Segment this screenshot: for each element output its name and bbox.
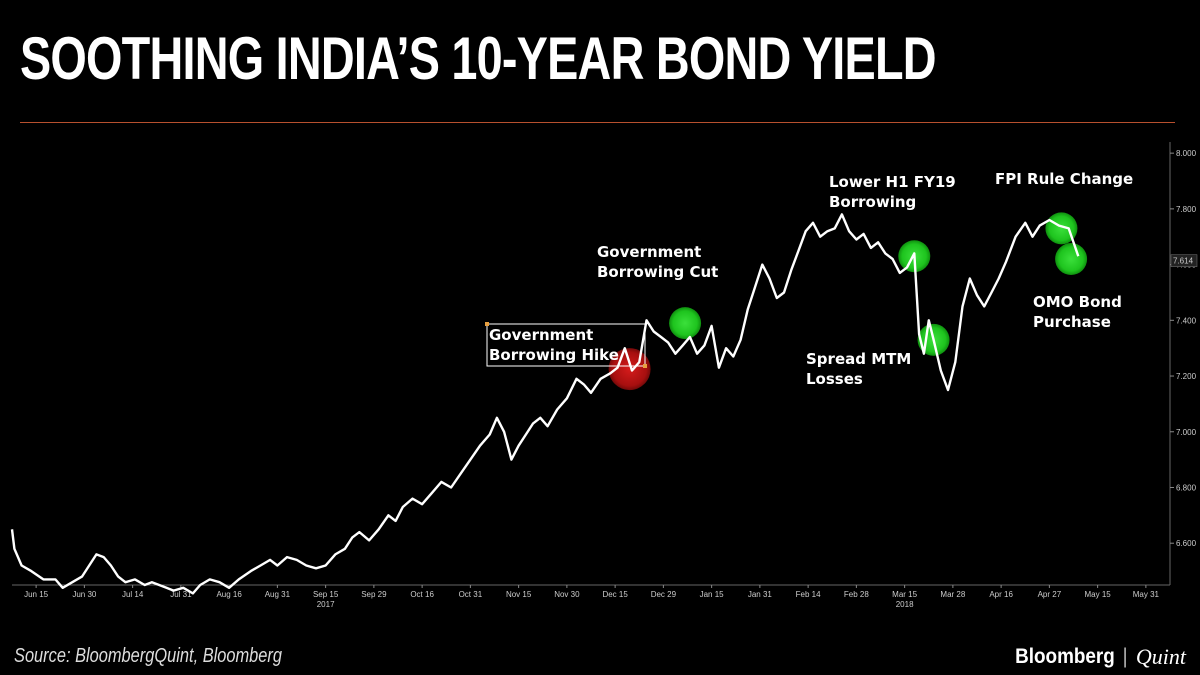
- x-tick-label: Nov 30: [554, 590, 580, 599]
- x-tick-label: Jun 15: [24, 590, 49, 599]
- x-tick-label: May 15: [1085, 590, 1112, 599]
- x-tick-label: Jul 31: [170, 590, 192, 599]
- x-tick-label: Jun 30: [72, 590, 97, 599]
- x-tick-label: Aug 31: [265, 590, 291, 599]
- x-tick-label: Jan 15: [700, 590, 725, 599]
- x-tick-label: Jan 31: [748, 590, 773, 599]
- x-tick-label: Oct 16: [410, 590, 434, 599]
- brand-logo: Bloomberg | Quint: [1004, 644, 1186, 670]
- annotation-corner: [485, 322, 489, 326]
- series-line: [10, 213, 1080, 595]
- x-tick-label: Feb 28: [844, 590, 869, 599]
- y-tick-label: 6.800: [1176, 483, 1197, 492]
- annotation-gov-borrowing-cut: Government: [597, 243, 701, 261]
- year-label: 2018: [896, 600, 914, 609]
- source-note: Source: BloombergQuint, Bloomberg: [14, 645, 283, 667]
- green-event-marker: [1055, 243, 1088, 276]
- x-tick-labels: Jun 15 Jun 30 Jul 14 Jul 31 Aug 16 Aug 31 Sep …: [24, 585, 1160, 609]
- y-tick-label: 7.400: [1176, 316, 1197, 325]
- annotation-gov-borrowing-cut: Borrowing Cut: [597, 263, 718, 281]
- x-tick-label: Feb 14: [796, 590, 821, 599]
- y-tick-label: 7.200: [1176, 372, 1197, 381]
- x-tick-label: Sep 15: [313, 590, 339, 599]
- title-divider: [20, 122, 1175, 123]
- last-value-label: 7.614: [1173, 257, 1194, 266]
- x-tick-label: Oct 31: [459, 590, 483, 599]
- annotation-lower-h1: Lower H1 FY19: [829, 173, 956, 191]
- brand-partner: Quint: [1135, 644, 1186, 669]
- annotation-gov-borrowing-hike: Government: [489, 326, 593, 344]
- x-tick-label: Mar 15: [892, 590, 917, 599]
- last-value-box: [1170, 254, 1198, 267]
- green-event-marker: [669, 307, 702, 340]
- yield-line: [10, 213, 1080, 595]
- brand-name: Bloomberg: [1014, 645, 1115, 668]
- annotation-spread-mtm: Spread MTM: [806, 350, 911, 368]
- x-tick-label: Nov 15: [506, 590, 532, 599]
- x-tick-label: Apr 16: [989, 590, 1013, 599]
- annotation-gov-borrowing-hike: Borrowing Hike: [489, 346, 619, 364]
- chart-title: SOOTHING INDIA’S 10-YEAR BOND YIELD: [20, 25, 937, 92]
- bond-yield-chart: 6.6006.8007.0007.2007.4007.6007.8008.000…: [10, 142, 1198, 609]
- annotation-omo-bond: Purchase: [1033, 313, 1111, 331]
- brand-separator: |: [1122, 645, 1128, 668]
- annotation-spread-mtm: Losses: [806, 370, 863, 388]
- y-tick-label: 7.800: [1176, 205, 1197, 214]
- last-value-badge: 7.614: [1170, 254, 1198, 267]
- annotation-corner: [643, 364, 647, 368]
- x-tick-label: Sep 29: [361, 590, 387, 599]
- x-tick-label: Apr 27: [1038, 590, 1062, 599]
- annotation-fpi-rule: FPI Rule Change: [995, 170, 1133, 188]
- annotation-lower-h1: Borrowing: [829, 193, 916, 211]
- y-tick-label: 6.600: [1176, 539, 1197, 548]
- x-tick-label: Mar 28: [940, 590, 965, 599]
- x-tick-label: Jul 14: [122, 590, 144, 599]
- annotations: Government Borrowing Hike Government Borrow…: [485, 170, 1133, 388]
- y-tick-label: 8.000: [1176, 149, 1197, 158]
- x-tick-label: Aug 16: [216, 590, 242, 599]
- annotation-omo-bond: OMO Bond: [1033, 293, 1122, 311]
- x-tick-label: Dec 15: [602, 590, 628, 599]
- green-event-marker: [1045, 212, 1078, 245]
- x-tick-label: Dec 29: [651, 590, 677, 599]
- annotation-box: [486, 323, 646, 367]
- year-label: 2017: [317, 600, 335, 609]
- x-tick-label: May 31: [1133, 590, 1160, 599]
- y-tick-label: 7.000: [1176, 428, 1197, 437]
